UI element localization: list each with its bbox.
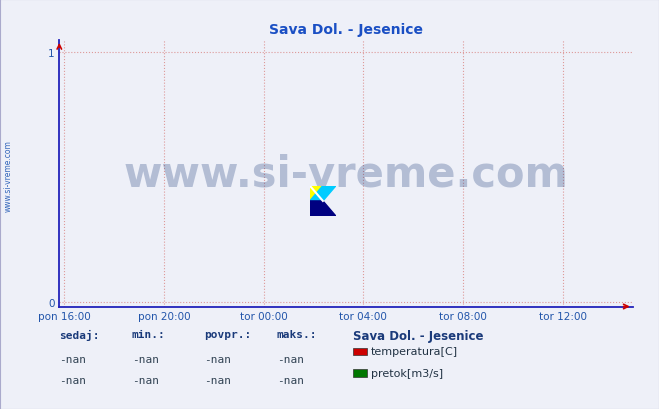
Text: temperatura[C]: temperatura[C] <box>371 346 458 356</box>
Polygon shape <box>310 186 323 202</box>
Text: sedaj:: sedaj: <box>59 329 100 340</box>
Text: -nan: -nan <box>204 354 231 364</box>
Title: Sava Dol. - Jesenice: Sava Dol. - Jesenice <box>269 23 423 37</box>
Text: Sava Dol. - Jesenice: Sava Dol. - Jesenice <box>353 329 483 342</box>
Text: povpr.:: povpr.: <box>204 329 252 339</box>
Polygon shape <box>310 186 336 202</box>
Text: -nan: -nan <box>277 375 304 385</box>
Text: www.si-vreme.com: www.si-vreme.com <box>123 153 569 195</box>
Text: -nan: -nan <box>59 375 86 385</box>
Text: min.:: min.: <box>132 329 165 339</box>
Text: www.si-vreme.com: www.si-vreme.com <box>4 140 13 212</box>
Text: -nan: -nan <box>132 354 159 364</box>
Text: pretok[m3/s]: pretok[m3/s] <box>371 368 443 378</box>
Polygon shape <box>310 202 336 217</box>
Text: -nan: -nan <box>132 375 159 385</box>
Text: -nan: -nan <box>277 354 304 364</box>
Text: -nan: -nan <box>59 354 86 364</box>
Text: maks.:: maks.: <box>277 329 317 339</box>
Text: -nan: -nan <box>204 375 231 385</box>
